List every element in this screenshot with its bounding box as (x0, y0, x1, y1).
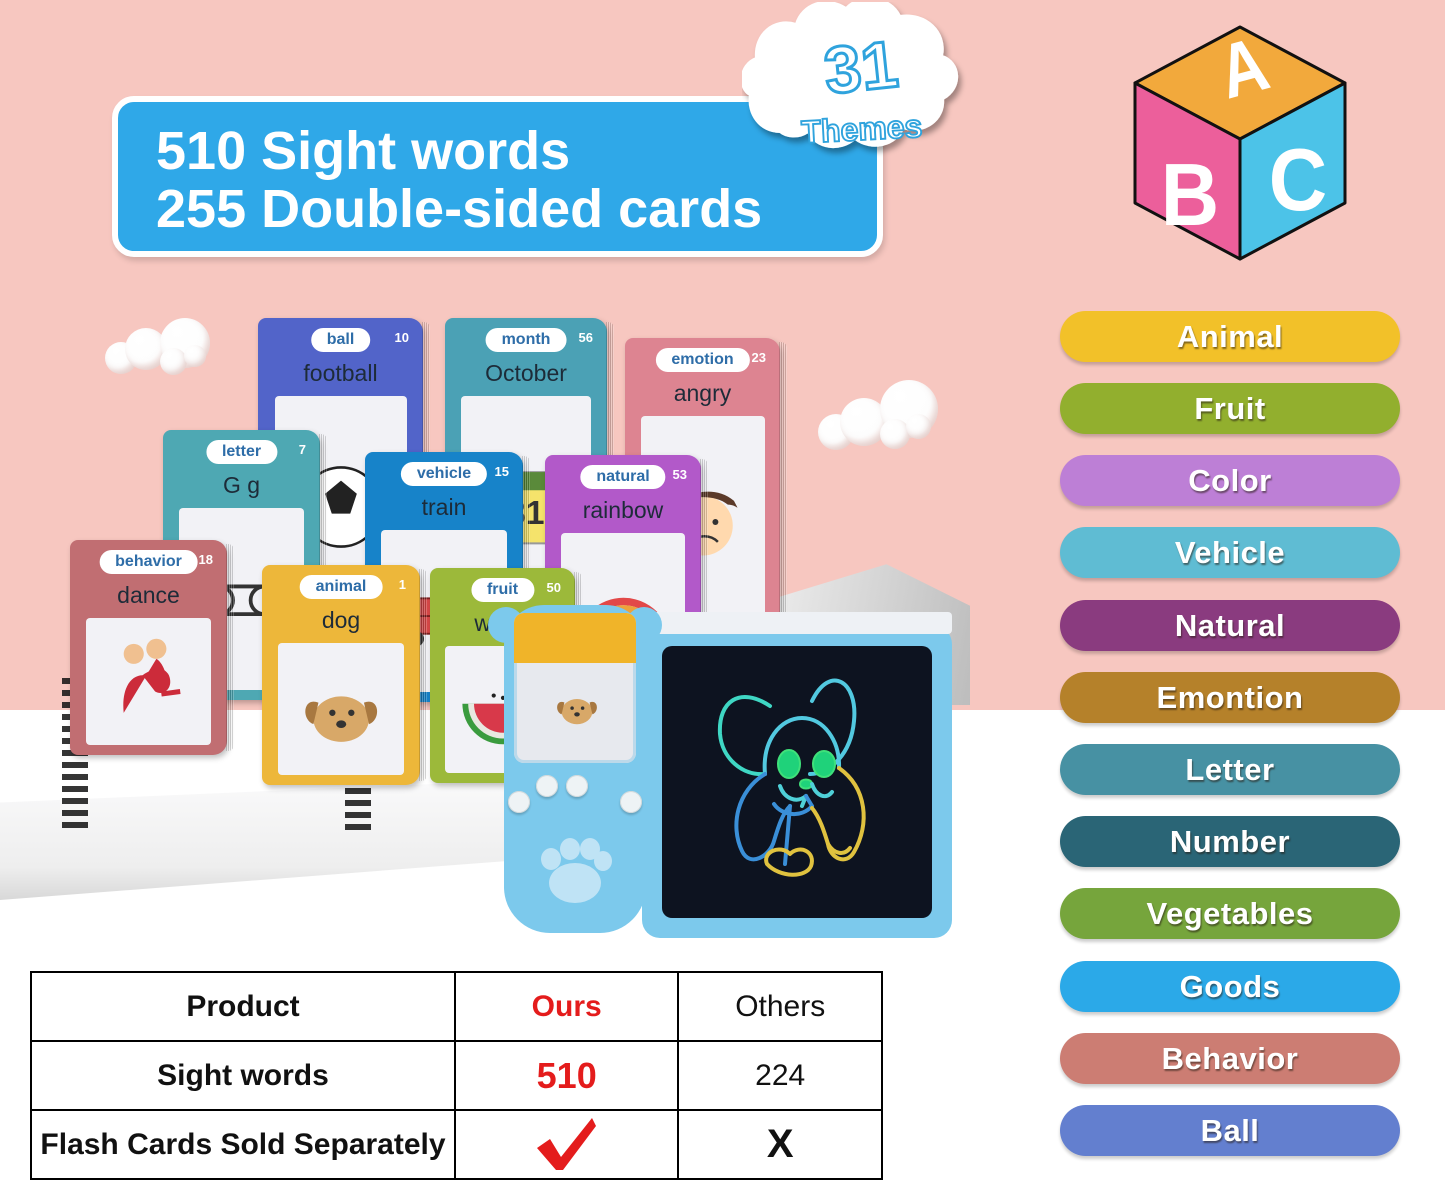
svg-text:Themes: Themes (801, 108, 924, 150)
svg-text:B: B (1161, 145, 1219, 244)
svg-text:31: 31 (821, 26, 902, 107)
svg-text:C: C (1269, 130, 1327, 229)
